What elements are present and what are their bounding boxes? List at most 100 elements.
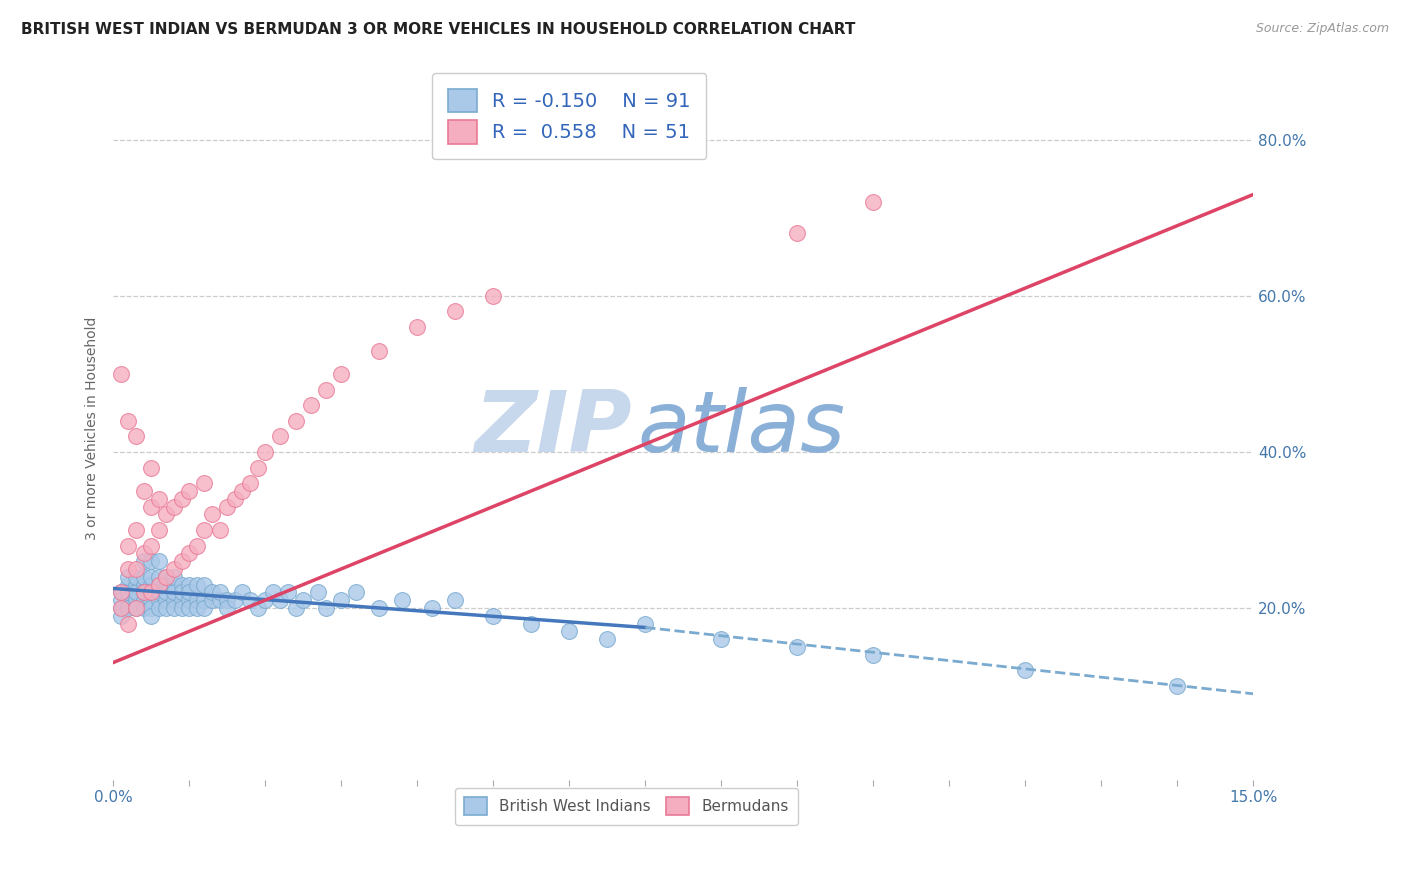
Point [117, 593, 139, 607]
Point [163, 601, 186, 615]
Point [132, 593, 155, 607]
Point [141, 585, 163, 599]
Point [330, 593, 353, 607]
Text: Source: ZipAtlas.com: Source: ZipAtlas.com [1256, 22, 1389, 36]
Point [163, 593, 186, 607]
Point [186, 593, 208, 607]
Point [141, 585, 163, 599]
Point [170, 554, 193, 568]
Point [110, 585, 132, 599]
Point [125, 601, 148, 615]
Point [132, 546, 155, 560]
Point [170, 593, 193, 607]
Point [148, 570, 170, 584]
Point [141, 460, 163, 475]
Y-axis label: 3 or more Vehicles in Household: 3 or more Vehicles in Household [86, 317, 100, 541]
Point [155, 570, 177, 584]
Point [179, 577, 201, 591]
Point [596, 632, 619, 647]
Point [141, 570, 163, 584]
Point [269, 593, 291, 607]
Point [125, 593, 148, 607]
Point [163, 500, 186, 514]
Point [217, 593, 239, 607]
Point [246, 601, 269, 615]
Point [786, 227, 808, 241]
Point [224, 593, 246, 607]
Point [179, 593, 201, 607]
Point [125, 601, 148, 615]
Point [558, 624, 581, 639]
Point [862, 195, 884, 210]
Point [148, 523, 170, 537]
Point [170, 577, 193, 591]
Point [193, 577, 215, 591]
Point [186, 601, 208, 615]
Legend: British West Indians, Bermudans: British West Indians, Bermudans [454, 788, 797, 824]
Point [117, 539, 139, 553]
Point [254, 445, 277, 459]
Point [117, 577, 139, 591]
Point [155, 508, 177, 522]
Point [179, 483, 201, 498]
Point [307, 585, 329, 599]
Point [155, 585, 177, 599]
Point [170, 585, 193, 599]
Point [117, 570, 139, 584]
Point [125, 577, 148, 591]
Point [284, 601, 307, 615]
Point [132, 585, 155, 599]
Point [125, 585, 148, 599]
Point [315, 601, 337, 615]
Point [201, 585, 224, 599]
Point [132, 570, 155, 584]
Point [132, 483, 155, 498]
Point [186, 577, 208, 591]
Point [193, 601, 215, 615]
Point [239, 476, 262, 491]
Point [163, 562, 186, 576]
Point [117, 585, 139, 599]
Point [132, 577, 155, 591]
Point [155, 593, 177, 607]
Point [246, 460, 269, 475]
Point [368, 343, 391, 358]
Point [163, 570, 186, 584]
Point [277, 585, 299, 599]
Point [391, 593, 413, 607]
Point [269, 429, 291, 443]
Point [330, 367, 353, 381]
Text: BRITISH WEST INDIAN VS BERMUDAN 3 OR MORE VEHICLES IN HOUSEHOLD CORRELATION CHAR: BRITISH WEST INDIAN VS BERMUDAN 3 OR MOR… [21, 22, 855, 37]
Point [117, 616, 139, 631]
Point [208, 585, 231, 599]
Point [482, 289, 505, 303]
Point [201, 508, 224, 522]
Point [155, 570, 177, 584]
Point [1166, 679, 1188, 693]
Point [520, 616, 543, 631]
Point [315, 383, 337, 397]
Point [141, 577, 163, 591]
Point [110, 601, 132, 615]
Point [224, 491, 246, 506]
Point [125, 429, 148, 443]
Point [208, 523, 231, 537]
Point [217, 500, 239, 514]
Point [125, 523, 148, 537]
Text: ZIP: ZIP [474, 387, 631, 470]
Point [125, 570, 148, 584]
Point [163, 577, 186, 591]
Text: atlas: atlas [638, 387, 845, 470]
Point [155, 601, 177, 615]
Point [132, 585, 155, 599]
Point [132, 601, 155, 615]
Point [117, 414, 139, 428]
Point [170, 601, 193, 615]
Point [110, 593, 132, 607]
Point [193, 476, 215, 491]
Point [110, 367, 132, 381]
Point [368, 601, 391, 615]
Point [163, 585, 186, 599]
Point [141, 500, 163, 514]
Point [444, 593, 467, 607]
